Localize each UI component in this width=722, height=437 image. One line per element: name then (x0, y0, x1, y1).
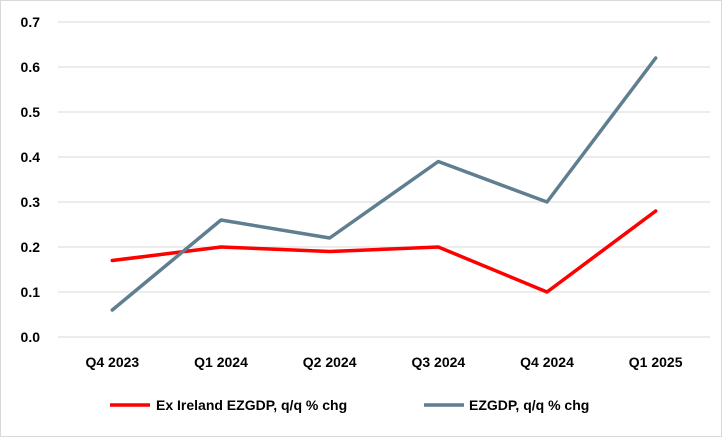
data-point (436, 245, 440, 249)
series-line-1 (110, 209, 658, 294)
y-tick-label: 0.1 (21, 284, 41, 300)
x-tick-label: Q3 2024 (411, 354, 465, 370)
y-tick-label: 0.5 (21, 104, 41, 120)
legend-label-2: EZGDP, q/q % chg (469, 397, 589, 413)
data-point (654, 209, 658, 213)
data-point (328, 250, 332, 253)
data-point (436, 160, 440, 163)
data-point (219, 218, 223, 222)
x-tick-label: Q1 2024 (194, 354, 248, 370)
y-tick-label: 0.6 (21, 59, 41, 75)
y-tick-label: 0.3 (21, 194, 41, 210)
x-tick-label: Q1 2025 (629, 354, 683, 370)
data-point (110, 259, 114, 262)
y-tick-label: 0.2 (21, 239, 41, 255)
series-line-2 (110, 56, 658, 312)
y-axis-tick-labels: 0.0 0.1 0.2 0.3 0.4 0.5 0.6 0.7 (21, 14, 41, 345)
data-point (328, 236, 332, 240)
x-tick-label: Q4 2024 (520, 354, 574, 370)
legend-label-1: Ex Ireland EZGDP, q/q % chg (156, 397, 347, 413)
legend: Ex Ireland EZGDP, q/q % chg EZGDP, q/q % … (110, 397, 589, 413)
y-tick-label: 0.7 (21, 14, 41, 30)
data-point (545, 200, 549, 204)
y-tick-label: 0.4 (21, 149, 41, 165)
data-point (545, 290, 549, 294)
x-tick-label: Q4 2023 (85, 354, 139, 370)
data-point (110, 308, 114, 312)
x-tick-label: Q2 2024 (303, 354, 357, 370)
gridlines (58, 21, 710, 338)
x-axis-tick-labels: Q4 2023 Q1 2024 Q2 2024 Q3 2024 Q4 2024 Q1 20… (85, 354, 682, 370)
y-tick-label: 0.0 (21, 329, 41, 345)
data-point (219, 245, 223, 249)
series-lines (110, 56, 658, 312)
data-point (654, 56, 658, 60)
